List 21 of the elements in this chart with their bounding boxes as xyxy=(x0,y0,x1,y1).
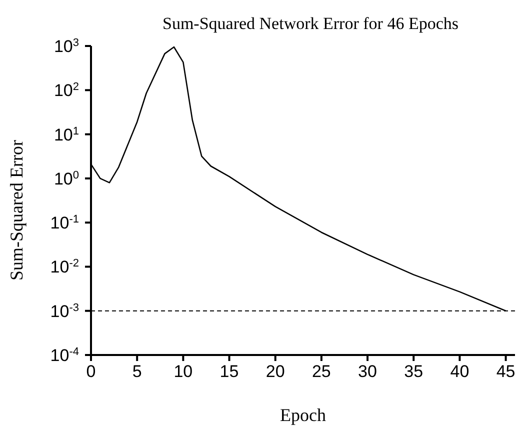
y-tick-label: 10$^{-2}$ xyxy=(50,258,79,277)
x-tick-label: 45 xyxy=(496,362,516,381)
x-axis-title: Epoch xyxy=(280,405,326,425)
x-tick-label: 15 xyxy=(220,362,239,381)
y-tick-label: 10$^{3}$ xyxy=(54,37,79,56)
x-tick-label: 35 xyxy=(404,362,424,381)
y-tick-label: 10$^{-4}$ xyxy=(50,346,79,365)
x-tick-label: 20 xyxy=(266,362,285,381)
y-tick-label: 10$^{1}$ xyxy=(54,125,79,144)
y-tick-label: 10$^{-3}$ xyxy=(50,302,79,321)
x-tick-label: 5 xyxy=(132,362,142,381)
y-axis-title: Sum-Squared Error xyxy=(6,140,26,280)
x-tick-label: 10 xyxy=(174,362,193,381)
chart-title: Sum-Squared Network Error for 46 Epochs xyxy=(161,14,460,34)
x-tick-label: 0 xyxy=(86,362,96,381)
x-tick-label: 30 xyxy=(358,362,377,381)
y-tick-label: 10$^{2}$ xyxy=(54,81,79,100)
x-tick-label: 25 xyxy=(312,362,331,381)
y-tick-label: 10$^{-1}$ xyxy=(50,214,79,233)
y-tick-label: 10$^{0}$ xyxy=(54,169,79,188)
x-tick-label: 40 xyxy=(450,362,470,381)
